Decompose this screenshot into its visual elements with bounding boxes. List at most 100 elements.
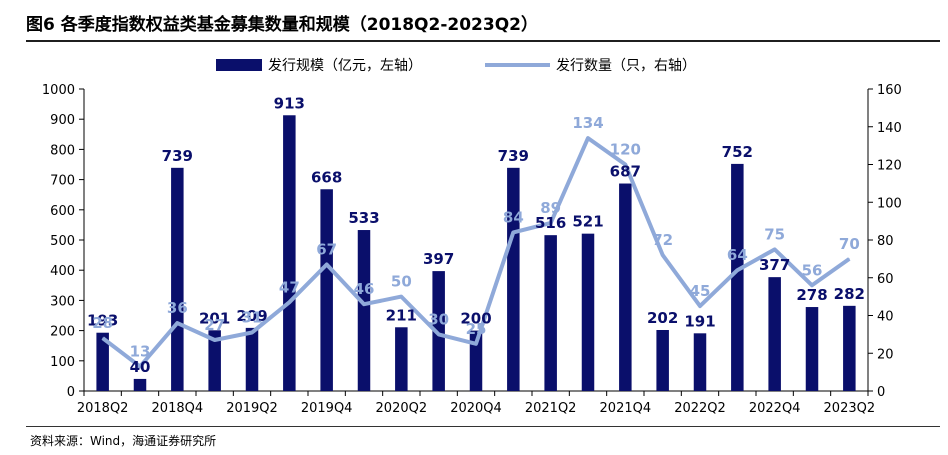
bar-value-label: 739	[162, 147, 193, 165]
line-value-label: 67	[316, 241, 337, 259]
line-value-label: 72	[652, 231, 673, 249]
bar-2020Q3	[432, 271, 445, 391]
bar-2020Q1	[357, 230, 371, 391]
line-value-label: 56	[802, 261, 823, 279]
line-value-label: 30	[428, 310, 449, 328]
bar-value-label: 521	[572, 213, 603, 231]
y-tick-label-right: 100	[877, 196, 902, 211]
line-point-2023Q2	[848, 258, 850, 260]
bar-value-label: 282	[834, 285, 865, 303]
bar-value-label: 200	[460, 310, 491, 328]
y-tick-label-right: 0	[877, 385, 885, 400]
y-tick-label-left: 400	[50, 264, 75, 279]
x-tick-label: 2018Q2	[77, 401, 129, 416]
line-group	[101, 136, 851, 369]
line-point-2021Q1	[512, 231, 514, 233]
y-tick-label-left: 600	[50, 204, 75, 219]
bar-value-label: 191	[684, 312, 715, 330]
source-note: 资料来源：Wind，海通证券研究所	[30, 434, 217, 448]
line-value-label: 36	[167, 299, 188, 317]
x-tick-label: 2022Q4	[749, 401, 801, 416]
line-point-2020Q3	[438, 333, 440, 335]
bar-value-label: 201	[199, 309, 230, 327]
bar-2023Q1	[805, 307, 819, 391]
bar-2021Q1	[507, 167, 520, 391]
line-value-label: 70	[839, 235, 860, 253]
x-tick-label: 2021Q2	[525, 401, 577, 416]
bar-2018Q4	[171, 167, 184, 391]
y-tick-label-right: 80	[877, 234, 894, 249]
y-tick-label-left: 200	[50, 325, 75, 340]
bars-group	[96, 115, 856, 392]
line-point-2020Q1	[363, 303, 365, 305]
line-point-2022Q2	[699, 305, 701, 307]
y-tick-label-right: 160	[877, 83, 902, 98]
bar-value-label: 687	[610, 163, 641, 181]
bar-2020Q2	[395, 327, 408, 391]
bar-value-label: 40	[130, 358, 151, 376]
bar-2021Q4	[619, 183, 632, 391]
bar-2020Q4	[469, 330, 483, 391]
line-point-2022Q3	[736, 269, 738, 271]
figure-header: 图6 各季度指数权益类基金募集数量和规模（2018Q2-2023Q2）	[0, 0, 948, 40]
bar-value-label: 752	[722, 143, 753, 161]
legend-swatch-bar	[216, 59, 262, 71]
line-value-label: 47	[279, 278, 300, 296]
x-tick-label: 2022Q2	[674, 401, 726, 416]
bar-value-label: 397	[423, 250, 454, 268]
bar-2022Q3	[731, 163, 744, 391]
y-tick-label-left: 700	[50, 174, 75, 189]
line-value-label: 46	[354, 280, 375, 298]
bar-value-label: 202	[647, 309, 678, 327]
y-tick-label-right: 20	[877, 347, 894, 362]
bar-2019Q4	[320, 189, 333, 391]
line-point-2022Q4	[774, 248, 776, 250]
line-point-2022Q1	[662, 254, 664, 256]
chart-area: 0 100 200 300 400 500 600 700 800 900 1000 0 20 40 60 8…	[0, 44, 948, 424]
line-point-2018Q4	[176, 322, 178, 324]
y-tick-label-right: 60	[877, 272, 894, 287]
title-divider	[26, 40, 940, 42]
combo-chart: 0 100 200 300 400 500 600 700 800 900 1000 0 20 40 60 8…	[42, 58, 902, 416]
line-value-label: 84	[503, 208, 524, 226]
bar-2021Q3	[581, 233, 595, 391]
legend: 发行规模（亿元，左轴） 发行数量（只，右轴）	[216, 58, 696, 74]
bar-2021Q2	[544, 235, 557, 391]
bar-value-label: 668	[311, 168, 342, 186]
bar-value-label: 209	[236, 307, 267, 325]
bar-value-label: 377	[759, 256, 790, 274]
line-point-2020Q4	[475, 343, 477, 345]
y-tick-label-right: 120	[877, 159, 902, 174]
bar-2019Q1	[208, 330, 221, 391]
y-tick-label-left: 800	[50, 143, 75, 158]
line-value-label: 13	[130, 342, 151, 360]
bar-value-label: 516	[535, 214, 566, 232]
line-point-2018Q2	[102, 337, 104, 339]
line-value-label: 28	[92, 314, 113, 332]
legend-label-bar: 发行规模（亿元，左轴）	[268, 58, 422, 74]
x-tick-label: 2019Q2	[226, 401, 278, 416]
x-tick-label: 2019Q4	[301, 401, 353, 416]
y-tick-label-left: 500	[50, 234, 75, 249]
line-value-label: 31	[242, 308, 263, 326]
line-value-label: 25	[466, 320, 487, 338]
bar-2022Q2	[693, 333, 707, 391]
bar-2023Q2	[843, 305, 856, 391]
legend-label-line: 发行数量（只，右轴）	[556, 58, 696, 74]
bar-2018Q3	[133, 378, 147, 391]
y-tick-label-left: 1000	[42, 83, 75, 98]
line-point-2019Q2	[251, 331, 253, 333]
y-tick-label-left: 900	[50, 113, 75, 128]
line-point-2021Q3	[587, 137, 589, 139]
figure-title: 图6 各季度指数权益类基金募集数量和规模（2018Q2-2023Q2）	[26, 15, 538, 35]
y-tick-label-left: 100	[50, 355, 75, 370]
bar-value-label: 278	[796, 286, 827, 304]
bar-2022Q1	[656, 329, 669, 391]
line-value-label: 64	[727, 246, 748, 264]
line-value-label: 75	[764, 225, 785, 243]
data-labels-group: 193 40 739 201 209 913 668 533 211 397 200 739 516 52…	[87, 94, 865, 376]
line-point-2019Q3	[288, 301, 290, 303]
line-point-2019Q1	[214, 339, 216, 341]
y-tick-label-right: 140	[877, 121, 902, 136]
line-value-label: 89	[540, 199, 561, 217]
